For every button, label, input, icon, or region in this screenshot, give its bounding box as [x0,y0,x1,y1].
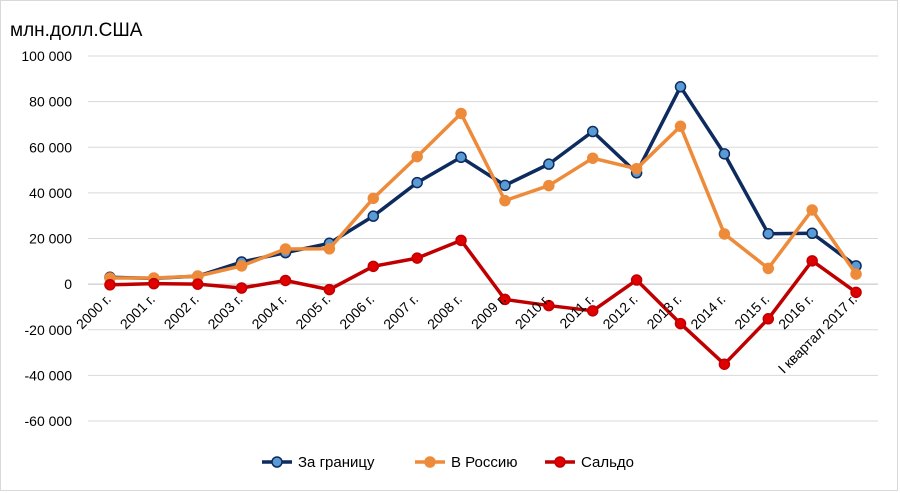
legend-label: В Россию [451,454,518,471]
legend-label: Сальдо [581,454,634,471]
x-axis-ticks: 2000 г. 2001 г. 2002 г. 2003 г. 2004 г. 2005 … [73,291,860,376]
x-tick-label: 2004 г. [248,291,289,332]
legend-marker [554,456,566,468]
data-point [191,278,204,290]
x-tick-label: 2010 г. [512,291,553,332]
series-lines [104,81,862,370]
data-point [586,125,599,138]
data-point [455,107,467,120]
legend-entry: Сальдо [545,454,634,471]
y-tick-label: 80 000 [29,94,72,110]
x-tick-label: 2003 г. [204,291,245,332]
data-point [674,317,687,330]
data-point [630,162,643,175]
data-point [411,150,423,163]
data-point [235,260,248,272]
gridlines [88,55,878,422]
data-point [499,293,511,306]
data-point [455,151,467,164]
x-tick-label: 2015 г. [731,291,772,332]
data-point [367,260,380,273]
legend-marker [424,456,436,468]
y-tick-label: -60 000 [25,413,73,429]
y-tick-label: 100 000 [21,48,72,64]
data-point [279,274,292,287]
x-tick-label: 2005 г. [292,291,333,332]
data-point [367,192,380,205]
series-3 [104,234,862,370]
data-point [543,179,555,192]
data-point [674,120,687,133]
x-tick-label: 2001 г. [117,291,158,332]
data-point [762,262,775,275]
legend-entry: В Россию [415,454,518,471]
series-2 [104,107,862,284]
data-point [630,274,643,286]
data-point [323,283,336,296]
data-point [235,282,248,294]
data-point [806,255,818,267]
data-point [543,299,555,312]
series-line [109,111,858,280]
data-point [543,158,555,170]
x-tick-label: 2014 г. [687,291,728,332]
data-point [323,243,336,255]
data-point [367,210,380,222]
data-point [148,277,160,290]
data-point [674,81,687,93]
y-axis-ticks: -60 000 -40 000 -20 000 0 20 000 40 000 60 000… [21,48,72,429]
x-tick-label: 2016 г. [775,291,816,332]
data-point [499,179,511,192]
data-point [762,313,775,325]
data-point [586,152,599,164]
x-tick-label: 2008 г. [424,291,465,332]
series-line [109,85,858,281]
x-tick-label: I квартал 2017 г. [775,291,860,376]
x-tick-label: 2000 г. [73,291,114,332]
data-point [718,148,731,160]
data-point [850,286,862,299]
data-point [718,228,731,240]
data-point [806,204,818,216]
data-point [499,194,511,207]
data-point [850,268,862,280]
y-tick-label: 20 000 [29,231,72,247]
data-point [718,358,731,370]
series-line [109,238,858,366]
data-point [104,279,116,291]
x-tick-label: 2007 г. [380,291,421,332]
x-tick-label: 2002 г. [161,291,202,332]
y-tick-label: 0 [64,276,72,292]
y-axis-unit-label: млн.долл.США [10,20,143,41]
legend: За границу В Россию Сальдо [262,454,634,471]
data-point [411,252,423,264]
legend-label: За границу [298,454,375,471]
data-point [455,234,467,247]
x-tick-label: 2012 г. [599,291,640,332]
data-point [762,227,775,240]
data-point [586,305,599,317]
x-tick-label: 2009 г. [468,291,509,332]
data-point [279,243,292,255]
y-tick-label: -20 000 [25,322,73,338]
y-tick-label: -40 000 [25,367,73,383]
y-tick-label: 40 000 [29,185,72,201]
x-tick-label: 2006 г. [336,291,377,332]
y-tick-label: 60 000 [29,139,72,155]
legend-entry: За границу [262,454,375,471]
legend-marker [271,456,283,468]
data-point [806,227,818,240]
data-point [411,176,423,189]
